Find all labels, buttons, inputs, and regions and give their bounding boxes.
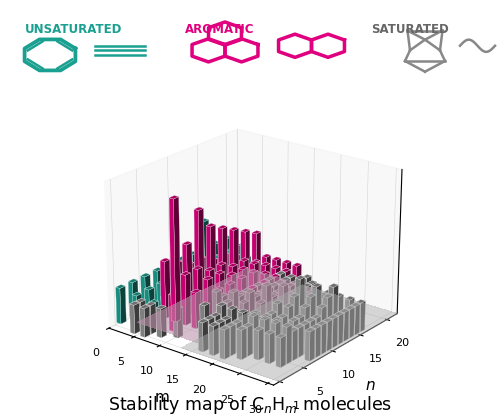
Y-axis label: n: n bbox=[366, 378, 376, 394]
Text: AROMATIC: AROMATIC bbox=[185, 23, 255, 36]
Text: SATURATED: SATURATED bbox=[371, 23, 449, 36]
Text: Stability map of C$_n$H$_m$ molecules: Stability map of C$_n$H$_m$ molecules bbox=[108, 394, 392, 416]
Text: UNSATURATED: UNSATURATED bbox=[25, 23, 122, 36]
X-axis label: m: m bbox=[155, 390, 170, 405]
